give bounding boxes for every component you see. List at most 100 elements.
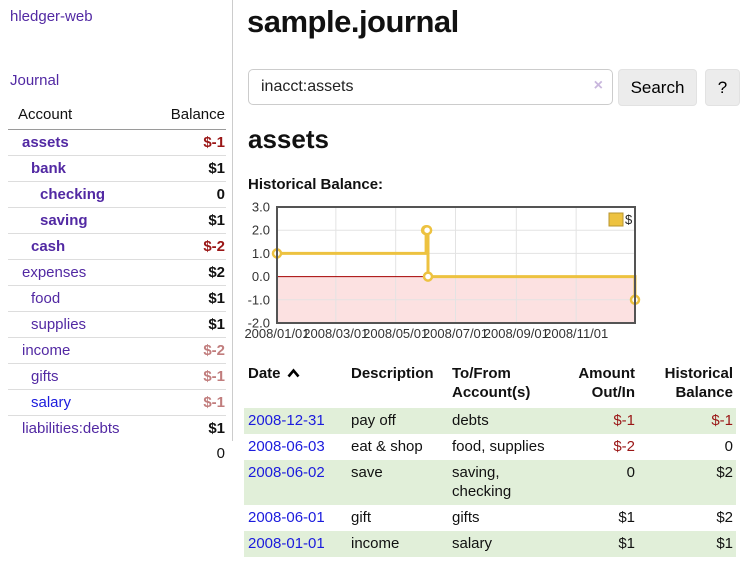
account-link[interactable]: cash — [31, 238, 66, 255]
register-amount-cell: $-1 — [613, 412, 635, 429]
clear-search-icon[interactable]: × — [593, 77, 603, 94]
register-description-cell: gift — [351, 509, 372, 526]
register-accounts-cell: salary — [452, 535, 493, 552]
register-amount-cell: $1 — [618, 509, 635, 526]
account-link[interactable]: assets — [22, 134, 69, 151]
register-header-date-label: Date — [248, 365, 281, 382]
chart-title: Historical Balance: — [248, 176, 384, 193]
register-balance-cell: $-1 — [711, 412, 733, 429]
account-cell: saving — [8, 208, 146, 234]
svg-text:1.0: 1.0 — [252, 246, 270, 261]
account-cell: gifts — [8, 364, 146, 390]
register-amount-cell: $-2 — [613, 438, 635, 455]
sort-asc-icon — [287, 365, 300, 384]
transaction-date-link[interactable]: 2008-06-02 — [248, 464, 325, 481]
account-row: salary $-1 — [8, 389, 226, 416]
account-cell: income — [8, 338, 146, 364]
account-balance: $1 — [208, 420, 225, 437]
account-cell: salary — [8, 390, 146, 416]
register-header-description: Description — [351, 365, 434, 382]
register-table-body: 2008-12-31 pay off debts $-1 $-1 2008-06-03 ea… — [244, 408, 736, 557]
transaction-date-link[interactable]: 2008-01-01 — [248, 535, 325, 552]
register-table-header: Date Description To/From Account(s) Amou… — [244, 360, 736, 408]
svg-text:2008/11/01: 2008/11/01 — [544, 326, 608, 341]
svg-text:3.0: 3.0 — [252, 200, 270, 215]
account-cell: checking — [8, 182, 146, 208]
account-balance: 0 — [216, 186, 225, 203]
account-heading: assets — [248, 124, 329, 154]
register-balance-cell: $2 — [716, 464, 733, 481]
account-row: supplies $1 — [8, 311, 226, 338]
account-link[interactable]: saving — [40, 212, 88, 229]
account-cell: liabilities:debts — [8, 416, 146, 442]
historical-balance-chart: $3.0 2.0 1.0 0.0 -1.0 -2.0 2008/01/01 2008/03/0… — [243, 200, 648, 353]
register-amount-cell: 0 — [626, 464, 635, 481]
account-link[interactable]: income — [22, 342, 71, 359]
svg-text:0.0: 0.0 — [252, 269, 270, 284]
account-cell: supplies — [8, 312, 146, 338]
account-link[interactable]: salary — [31, 394, 72, 411]
register-accounts-cell: debts — [452, 412, 489, 429]
svg-text:2008/07/01: 2008/07/01 — [423, 326, 488, 341]
account-link[interactable]: bank — [31, 160, 67, 177]
register-description-cell: eat & shop — [351, 438, 423, 455]
register-header-date[interactable]: Date — [244, 360, 347, 408]
account-link[interactable]: expenses — [22, 264, 87, 281]
accounts-total-row: 0 — [8, 441, 226, 466]
account-balance: $2 — [208, 264, 225, 281]
help-button[interactable]: ? — [705, 69, 740, 106]
account-row: expenses $2 — [8, 259, 226, 286]
transaction-date-link[interactable]: 2008-06-01 — [248, 509, 325, 526]
transaction-date-link[interactable]: 2008-12-31 — [248, 412, 325, 429]
account-balance: $-1 — [203, 394, 225, 411]
register-accounts-cell: food, supplies — [452, 438, 545, 455]
accounts-table: Account Balance assets $-1 bank $1 checking 0… — [8, 103, 226, 466]
transaction-date-link[interactable]: 2008-06-03 — [248, 438, 325, 455]
account-row: liabilities:debts $1 — [8, 415, 226, 442]
account-link[interactable]: liabilities:debts — [22, 420, 120, 437]
svg-text:2008/05/01: 2008/05/01 — [363, 326, 428, 341]
register-row: 2008-06-01 gift gifts $1 $2 — [244, 505, 736, 531]
register-date-cell: 2008-06-02 — [244, 460, 347, 505]
register-date-cell: 2008-01-01 — [244, 531, 347, 557]
account-link[interactable]: gifts — [31, 368, 59, 385]
account-balance: $1 — [208, 212, 225, 229]
register-row: 2008-06-02 save saving, checking 0 $2 — [244, 460, 736, 505]
register-description-cell: income — [351, 535, 400, 552]
account-balance: $1 — [208, 290, 225, 307]
accounts-header-balance: Balance — [170, 106, 225, 123]
sidebar-item-journal[interactable]: Journal — [10, 72, 60, 89]
account-row: assets $-1 — [8, 130, 226, 156]
accounts-table-body: assets $-1 bank $1 checking 0 saving $1 cash $-2 e… — [8, 130, 226, 442]
account-link[interactable]: checking — [40, 186, 106, 203]
account-row: checking 0 — [8, 181, 226, 208]
account-cell: food — [8, 286, 146, 312]
account-balance: $-2 — [203, 238, 225, 255]
app-brand-link[interactable]: hledger-web — [10, 8, 93, 25]
accounts-total-value: 0 — [216, 445, 225, 462]
register-table: Date Description To/From Account(s) Amou… — [244, 360, 736, 557]
svg-text:2.0: 2.0 — [252, 223, 270, 238]
account-link[interactable]: supplies — [31, 316, 87, 333]
search-form: × — [248, 69, 613, 105]
account-link[interactable]: food — [31, 290, 61, 307]
search-input[interactable] — [248, 69, 613, 105]
account-row: gifts $-1 — [8, 363, 226, 390]
register-header-amount: Amount Out/In — [578, 365, 635, 401]
register-description-cell: pay off — [351, 412, 396, 429]
account-cell: assets — [8, 130, 146, 156]
register-row: 2008-12-31 pay off debts $-1 $-1 — [244, 408, 736, 434]
svg-text:$: $ — [625, 212, 633, 227]
account-cell: expenses — [8, 260, 146, 286]
register-accounts-cell: gifts — [452, 509, 480, 526]
account-balance: $-1 — [203, 134, 225, 151]
svg-text:2008/09/01: 2008/09/01 — [484, 326, 549, 341]
account-row: bank $1 — [8, 155, 226, 182]
account-balance: $1 — [208, 316, 225, 333]
account-balance: $-2 — [203, 342, 225, 359]
account-row: saving $1 — [8, 207, 226, 234]
register-date-cell: 2008-06-03 — [244, 434, 347, 460]
search-button[interactable]: Search — [618, 69, 697, 106]
register-description-cell: save — [351, 464, 383, 481]
page-title: sample.journal — [247, 4, 459, 39]
